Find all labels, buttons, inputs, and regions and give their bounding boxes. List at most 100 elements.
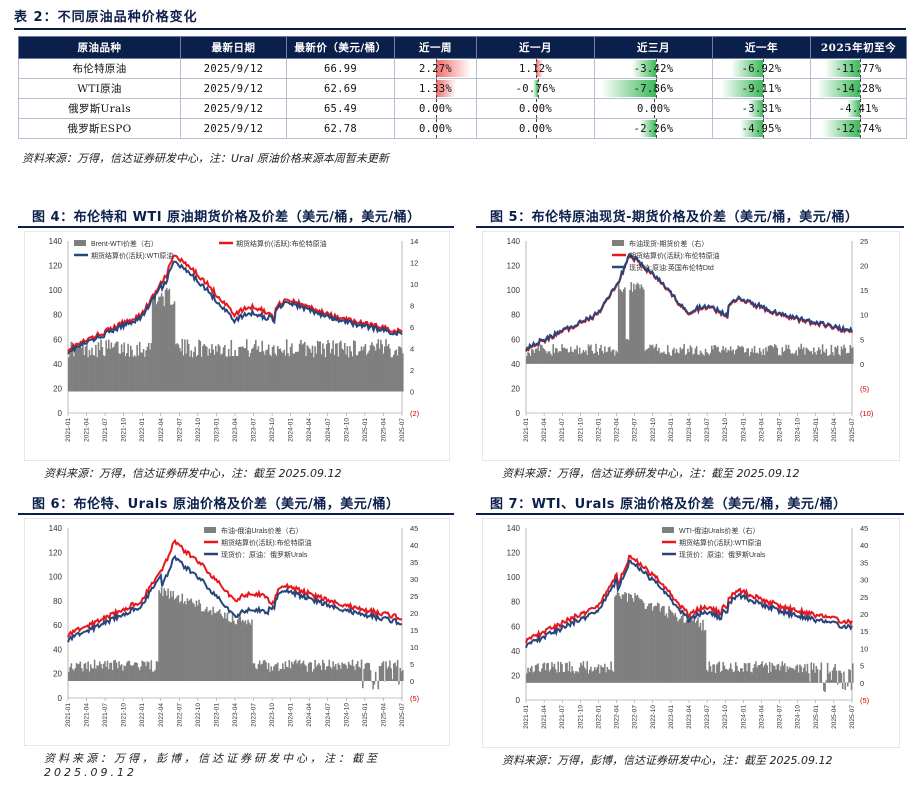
spread-bar (212, 606, 215, 681)
spread-bar (298, 659, 301, 681)
spread-bar (629, 290, 631, 364)
spread-bar (258, 660, 261, 681)
spread-bar (741, 345, 743, 364)
spread-bar (107, 669, 110, 681)
spread-bar (680, 349, 683, 364)
spread-bar (261, 340, 264, 392)
spread-bar (354, 341, 356, 392)
spread-bar (596, 667, 599, 683)
spread-bar (677, 621, 679, 683)
change-cell: 0.00% (476, 98, 595, 119)
spread-bar (345, 354, 347, 392)
spread-bar (362, 350, 364, 392)
spread-bar (80, 347, 83, 392)
spread-bar (156, 301, 159, 392)
right-tick-label: 35 (860, 558, 868, 567)
figure-title: 图 6：布伦特、Urals 原油价格及价差（美元/桶，美元/桶） (32, 497, 400, 512)
spread-bar (627, 340, 630, 364)
spread-bar (844, 682, 847, 690)
spread-bar (716, 347, 718, 364)
x-tick-label: 2022-04 (158, 418, 165, 442)
spread-bar (672, 349, 674, 364)
spread-bar (359, 350, 362, 392)
spread-bar (316, 664, 319, 681)
spread-bar (234, 350, 236, 392)
legend-swatch (74, 240, 86, 246)
spread-bar (98, 661, 101, 681)
spread-bar (638, 597, 640, 683)
spread-bar (325, 344, 328, 392)
legend-label: 布油-俄油Urals价差（右） (221, 526, 303, 535)
left-tick-label: 100 (507, 286, 521, 295)
spread-bar (563, 347, 566, 364)
spread-bar (621, 292, 624, 364)
spread-bar (230, 622, 233, 681)
spread-bar (597, 355, 600, 364)
spread-bar (380, 339, 382, 392)
right-tick-label: 15 (860, 627, 868, 636)
change-databar (535, 60, 544, 77)
spread-bar (187, 601, 190, 681)
spread-bar (248, 356, 251, 392)
spread-bar (355, 664, 358, 681)
spread-bar (137, 355, 140, 392)
spread-bar (128, 356, 131, 392)
spread-bar (322, 343, 324, 392)
spread-bar (553, 352, 556, 364)
spread-bar (133, 355, 136, 392)
spread-bar (138, 342, 141, 392)
spread-bar (778, 670, 781, 683)
spread-bar (682, 348, 684, 364)
spread-bar (71, 342, 74, 392)
change-cell: -6.92% (712, 58, 811, 79)
spread-bar (780, 666, 782, 683)
spread-bar (221, 353, 224, 392)
spread-bar (93, 355, 96, 392)
spread-bar (825, 680, 828, 683)
spread-bar (186, 339, 189, 392)
spread-bar (649, 603, 651, 683)
spread-bar (208, 610, 211, 681)
spread-bar (332, 340, 334, 392)
table-cell: 2025/9/12 (180, 118, 287, 139)
spread-bar (748, 662, 751, 683)
spread-bar (288, 659, 291, 681)
spread-bar (712, 664, 714, 683)
spread-bar (716, 664, 718, 683)
x-tick-label: 2022-10 (650, 418, 657, 442)
spread-bar (273, 345, 275, 392)
spread-bar (543, 662, 546, 683)
spread-bar (640, 599, 643, 683)
spread-bar (209, 609, 212, 681)
spread-bar (762, 667, 765, 683)
spread-bar (389, 348, 391, 392)
change-value: -9.11% (741, 82, 782, 95)
spread-bar (629, 594, 631, 683)
x-tick-label: 2024-07 (325, 418, 332, 442)
spread-bar (663, 606, 665, 683)
spread-bar (785, 344, 787, 364)
spread-bar (604, 663, 606, 683)
spread-bar (707, 353, 709, 364)
spread-bar (358, 351, 360, 392)
spread-bar (222, 618, 225, 681)
spread-bar (79, 661, 82, 681)
spread-bar (557, 352, 560, 364)
spread-bar (679, 618, 682, 683)
spread-bar (131, 665, 133, 681)
x-tick-label: 2023-10 (722, 705, 729, 729)
spread-bar (785, 672, 787, 683)
spread-bar (812, 663, 815, 683)
spread-bar (546, 663, 548, 683)
x-tick-label: 2021-04 (541, 705, 548, 729)
spread-bar (539, 344, 542, 364)
right-tick-label: 6 (410, 323, 414, 332)
spread-bar (194, 346, 196, 392)
spread-bar (694, 348, 697, 364)
right-tick-label: (2) (410, 409, 420, 418)
spread-bar (621, 594, 624, 683)
x-tick-label: 2025-07 (399, 418, 406, 442)
spread-bar (349, 346, 351, 392)
spread-bar (568, 661, 571, 683)
spread-bar (587, 344, 590, 364)
